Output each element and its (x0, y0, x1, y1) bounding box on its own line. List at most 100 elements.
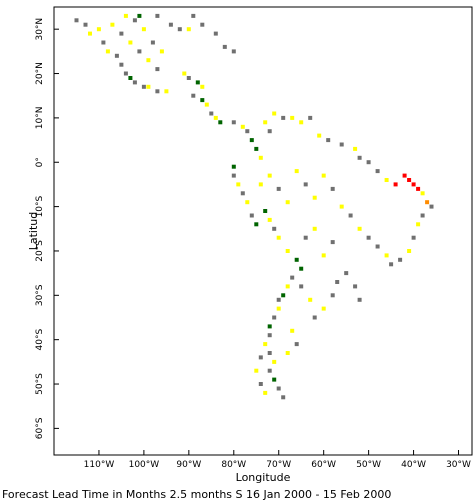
data-cell (411, 182, 416, 187)
plot-frame (53, 6, 473, 456)
data-cell (200, 98, 205, 103)
longitude-tick-label: 40°W (401, 460, 426, 470)
data-cell (411, 235, 416, 240)
data-cell (132, 18, 137, 23)
data-cell (267, 173, 272, 178)
data-cell (312, 226, 317, 231)
data-cell (290, 275, 295, 280)
data-cell (249, 138, 254, 143)
data-cell (366, 235, 371, 240)
data-cell (254, 222, 259, 227)
data-cell (254, 368, 259, 373)
data-cell (182, 71, 187, 76)
data-cell (276, 186, 281, 191)
data-cell (213, 31, 218, 36)
data-cell (168, 22, 173, 27)
data-cell (119, 62, 124, 67)
data-cell (96, 27, 101, 32)
y-axis-label: Latitud (27, 212, 40, 251)
data-cell (398, 257, 403, 262)
data-cell (276, 235, 281, 240)
data-cell (83, 22, 88, 27)
data-cell (312, 195, 317, 200)
latitude-tick-label: 0° (35, 157, 45, 167)
data-cell (321, 173, 326, 178)
data-cell (308, 297, 313, 302)
data-cell (285, 249, 290, 253)
data-cell (272, 315, 277, 320)
data-cell (141, 84, 146, 89)
data-cells (74, 13, 434, 400)
data-cell (299, 266, 304, 271)
data-cell (272, 226, 277, 231)
data-cell (326, 138, 331, 143)
data-cell (137, 49, 142, 54)
data-cell (177, 27, 182, 32)
data-cell (294, 257, 299, 262)
data-cell (353, 284, 358, 289)
data-cell (218, 120, 223, 125)
data-cell (294, 342, 299, 347)
data-cell (407, 249, 412, 253)
data-cell (384, 178, 389, 182)
data-cell (416, 186, 421, 191)
data-cell (285, 284, 290, 289)
data-cell (429, 204, 434, 209)
data-cell (339, 142, 344, 147)
data-cell (281, 115, 286, 120)
data-cell (267, 217, 272, 222)
longitude-tick-label: 50°W (356, 460, 381, 470)
data-cell (276, 297, 281, 302)
data-cell (209, 111, 214, 116)
data-cell (155, 67, 160, 72)
data-cell (114, 53, 119, 58)
data-cell (272, 377, 277, 382)
data-cell (402, 173, 407, 178)
data-cell (119, 31, 124, 36)
data-cell (290, 115, 295, 120)
data-cell (416, 222, 421, 227)
data-cell (186, 76, 191, 80)
data-cell (263, 209, 268, 213)
map-plot: 110°W 100°W 90°W 80°W 70°W 60°W 50°W 40°W 30°W 3… (27, 6, 473, 484)
data-cell (267, 324, 272, 329)
data-cell (101, 40, 106, 45)
data-cell (110, 22, 115, 27)
data-cell (303, 235, 308, 240)
data-cell (276, 386, 281, 391)
data-cell (272, 111, 277, 116)
longitude-tick-label: 80°W (221, 460, 246, 470)
data-cell (330, 293, 335, 298)
data-cell (420, 191, 425, 196)
data-cell (231, 49, 236, 54)
data-cell (141, 27, 146, 32)
data-cell (272, 359, 277, 364)
longitude-tick-label: 70°W (266, 460, 291, 470)
data-cell (281, 395, 286, 400)
data-cell (281, 293, 286, 298)
data-cell (231, 120, 236, 125)
data-cell (231, 173, 236, 178)
data-cell (285, 200, 290, 205)
data-cell (330, 186, 335, 191)
data-cell (375, 169, 380, 174)
data-cell (375, 244, 380, 249)
data-cell (263, 120, 268, 125)
data-cell (303, 182, 308, 187)
data-cell (146, 84, 151, 89)
data-cell (155, 13, 160, 18)
data-cell (263, 342, 268, 347)
longitude-tick-label: 30°W (446, 460, 471, 470)
data-cell (186, 27, 191, 32)
latitude-tick-label: 20°N (35, 62, 45, 85)
latitude-tick-label: 30°N (35, 18, 45, 41)
data-cell (267, 333, 272, 338)
data-cell (254, 146, 259, 151)
data-cell (335, 280, 340, 284)
longitude-tick-label: 60°W (311, 460, 336, 470)
data-cell (384, 253, 389, 258)
data-cell (236, 182, 241, 187)
data-cell (357, 226, 362, 231)
data-cell (88, 31, 92, 36)
data-cell (204, 102, 209, 107)
